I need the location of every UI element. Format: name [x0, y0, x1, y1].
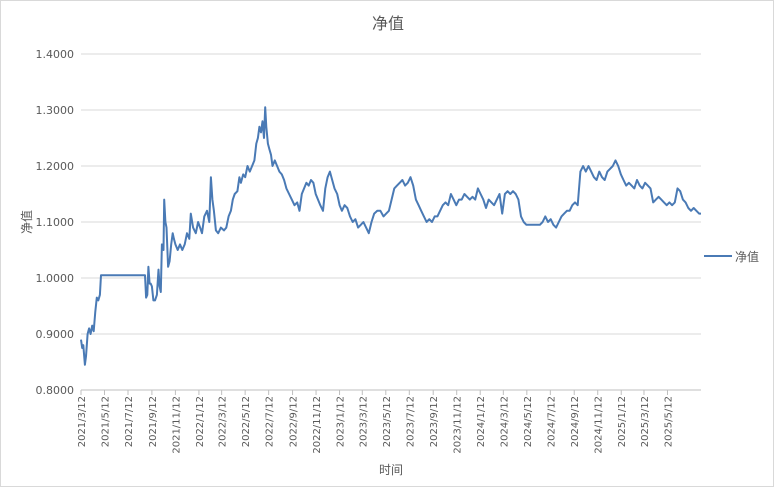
y-tick-label: 0.9000	[36, 328, 75, 341]
x-tick-label: 2021/3/12	[77, 396, 88, 447]
x-tick-label: 2024/7/12	[546, 396, 557, 447]
y-axis-label: 净值	[19, 210, 34, 234]
x-tick-label: 2024/11/12	[594, 396, 605, 454]
x-tick-label: 2023/9/12	[429, 396, 440, 447]
x-tick-label: 2024/9/12	[570, 396, 581, 447]
y-tick-label: 1.1000	[36, 216, 75, 229]
x-tick-label: 2021/7/12	[124, 396, 135, 447]
legend: 净值	[704, 249, 759, 264]
x-tick-label: 2022/5/12	[241, 396, 252, 447]
x-tick-label: 2023/5/12	[382, 396, 393, 447]
chart-title: 净值	[372, 14, 404, 33]
y-tick-label: 1.0000	[36, 272, 75, 285]
x-tick-label: 2024/3/12	[499, 396, 510, 447]
y-tick-label: 1.4000	[36, 48, 75, 61]
x-tick-label: 2023/7/12	[405, 396, 416, 447]
gridlines	[81, 53, 701, 335]
x-tick-label: 2023/1/12	[336, 396, 347, 447]
x-tick-label: 2022/11/12	[312, 396, 323, 454]
x-tick-label: 2023/3/12	[358, 396, 369, 447]
x-tick-label: 2022/3/12	[218, 396, 229, 447]
x-tick-label: 2025/3/12	[640, 396, 651, 447]
x-tick-label: 2023/11/12	[453, 396, 464, 454]
x-tick-label: 2024/1/12	[476, 396, 487, 447]
y-tick-label: 1.2000	[36, 160, 75, 173]
x-axis-ticks: 2021/3/12 2021/5/12 2021/7/12 2021/9/12 2021…	[77, 390, 674, 454]
x-axis-label: 时间	[379, 463, 403, 477]
x-tick-label: 2021/5/12	[101, 396, 112, 447]
y-tick-label: 1.3000	[36, 104, 75, 117]
x-tick-label: 2022/7/12	[265, 396, 276, 447]
x-tick-label: 2025/1/12	[617, 396, 628, 447]
x-tick-label: 2021/9/12	[148, 396, 159, 447]
series-line	[80, 106, 701, 366]
x-tick-label: 2022/9/12	[289, 396, 300, 447]
x-tick-label: 2022/1/12	[195, 396, 206, 447]
y-tick-label: 0.8000	[36, 384, 75, 397]
x-tick-label: 2024/5/12	[523, 396, 534, 447]
x-tick-label: 2025/5/12	[663, 396, 674, 447]
x-tick-label: 2021/11/12	[171, 396, 182, 454]
legend-label: 净值	[735, 249, 759, 264]
y-axis-ticks: 0.8000 0.9000 1.0000 1.1000 1.2000 1.3000 1.40…	[36, 48, 75, 397]
